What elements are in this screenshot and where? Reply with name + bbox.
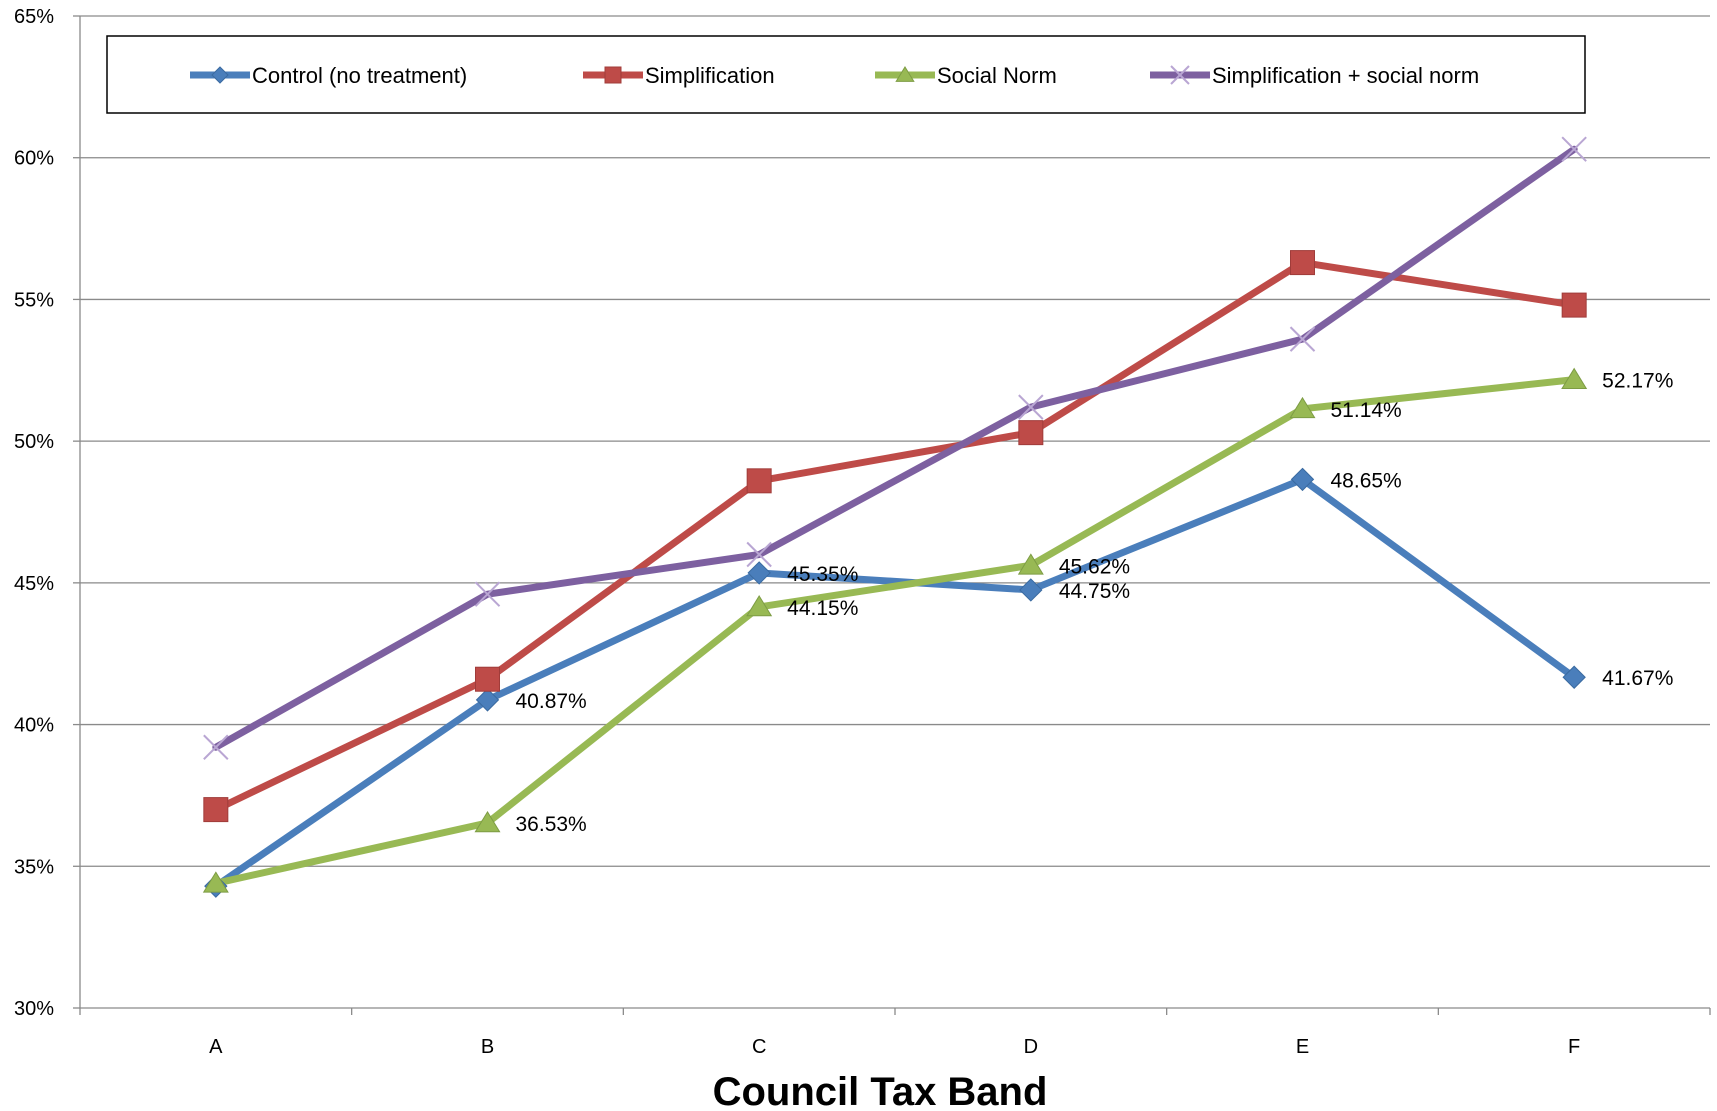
data-label: 44.75% bbox=[1059, 580, 1130, 603]
x-tick-label: F bbox=[1568, 1036, 1580, 1058]
data-point bbox=[1018, 420, 1044, 446]
legend-label: Simplification + social norm bbox=[1212, 63, 1479, 88]
data-point bbox=[1561, 367, 1588, 389]
series-markers bbox=[202, 136, 1588, 898]
data-point bbox=[1017, 553, 1044, 575]
x-tick-label: A bbox=[209, 1036, 223, 1058]
gridlines bbox=[80, 15, 1710, 1009]
y-tick-label: 55% bbox=[14, 289, 54, 311]
y-tick-label: 35% bbox=[14, 856, 54, 878]
data-label: 44.15% bbox=[787, 597, 858, 620]
x-tick-label: D bbox=[1024, 1036, 1038, 1058]
legend-label: Control (no treatment) bbox=[252, 63, 467, 88]
x-tick-label: E bbox=[1296, 1036, 1309, 1058]
data-point bbox=[474, 810, 501, 833]
data-point bbox=[1170, 65, 1190, 85]
data-point bbox=[1290, 467, 1315, 492]
legend-box bbox=[106, 35, 1586, 114]
data-point bbox=[1018, 394, 1044, 420]
x-tick-label: B bbox=[481, 1036, 494, 1058]
x-axis-title: Council Tax Band bbox=[713, 1070, 1048, 1111]
data-point bbox=[1289, 396, 1316, 419]
series-line-3 bbox=[212, 376, 1578, 887]
y-tick-label: 30% bbox=[14, 998, 54, 1020]
legend-item: Simplification + social norm bbox=[1150, 63, 1479, 88]
data-labels: 40.87% 45.35% 44.75% 48.65% 41.67% 36.53% 44.1… bbox=[516, 370, 1674, 836]
x-axis-ticks: A B C D E F bbox=[79, 1008, 1711, 1058]
legend-item: Social Norm bbox=[875, 63, 1057, 88]
data-point bbox=[746, 541, 772, 568]
data-point bbox=[895, 66, 915, 82]
data-label: 48.65% bbox=[1331, 469, 1402, 492]
data-label: 41.67% bbox=[1602, 667, 1673, 690]
data-point bbox=[203, 734, 229, 760]
data-point bbox=[604, 66, 622, 84]
data-point bbox=[1561, 292, 1587, 318]
data-point bbox=[202, 871, 229, 893]
data-point bbox=[1289, 326, 1316, 352]
data-point bbox=[747, 561, 771, 585]
series-line-2 bbox=[212, 259, 1578, 814]
data-label: 45.62% bbox=[1059, 555, 1130, 578]
data-label: 36.53% bbox=[516, 813, 587, 836]
series-line-4 bbox=[212, 145, 1578, 751]
data-label: 40.87% bbox=[516, 690, 587, 713]
legend-label: Simplification bbox=[645, 63, 775, 88]
legend-label: Social Norm bbox=[937, 63, 1057, 88]
data-point bbox=[1290, 250, 1315, 276]
data-point bbox=[474, 581, 501, 607]
series-line-1 bbox=[212, 475, 1578, 890]
x-tick-label: C bbox=[752, 1036, 766, 1058]
y-tick-label: 45% bbox=[14, 573, 54, 595]
data-label: 45.35% bbox=[787, 563, 858, 586]
data-point bbox=[1561, 136, 1587, 162]
legend-item: Simplification bbox=[583, 63, 775, 88]
data-label: 51.14% bbox=[1331, 399, 1402, 422]
y-tick-label: 50% bbox=[14, 431, 54, 453]
y-axis-ticks: 30% 35% 40% 45% 50% 55% 60% 65% bbox=[14, 6, 80, 1020]
y-tick-label: 65% bbox=[14, 6, 54, 28]
series-lines bbox=[212, 145, 1578, 890]
data-point bbox=[1562, 665, 1586, 689]
data-point bbox=[746, 468, 772, 494]
data-point bbox=[475, 666, 500, 692]
data-point bbox=[746, 594, 773, 617]
data-point bbox=[475, 688, 500, 712]
data-point bbox=[1019, 578, 1043, 602]
legend-item: Control (no treatment) bbox=[190, 63, 467, 88]
y-tick-label: 60% bbox=[14, 148, 54, 170]
data-label: 52.17% bbox=[1602, 370, 1673, 393]
y-tick-label: 40% bbox=[14, 715, 54, 737]
legend: Control (no treatment) Simplification Soci… bbox=[106, 35, 1586, 114]
data-point bbox=[211, 66, 229, 84]
data-point bbox=[203, 797, 229, 823]
